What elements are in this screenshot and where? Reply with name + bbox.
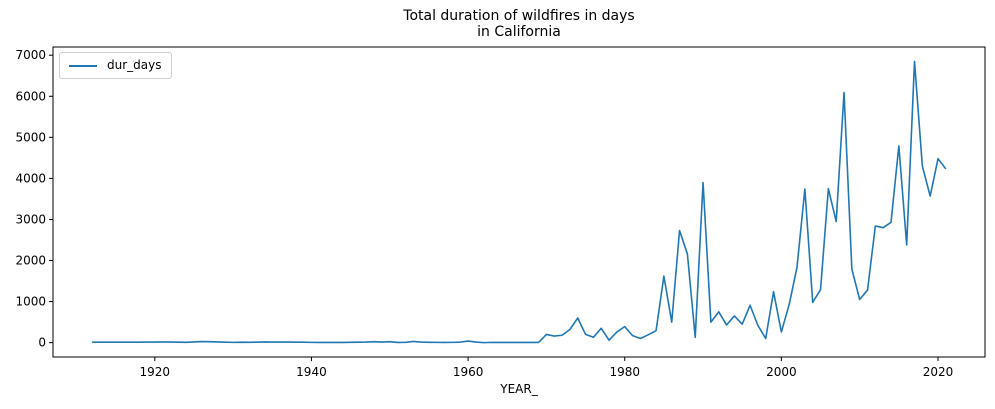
plot-area bbox=[92, 60, 947, 344]
legend-line-swatch bbox=[69, 65, 97, 67]
y-tick-label: 7000 bbox=[15, 48, 46, 62]
y-tick-label: 6000 bbox=[15, 89, 46, 103]
y-tick-label: 1000 bbox=[15, 295, 46, 309]
y-tick-label: 5000 bbox=[15, 130, 46, 144]
y-tick-label: 2000 bbox=[15, 254, 46, 268]
x-tick-label: 1940 bbox=[296, 365, 327, 379]
x-tick-label: 2000 bbox=[766, 365, 797, 379]
x-tick-label: 1960 bbox=[453, 365, 484, 379]
legend: dur_days bbox=[59, 52, 172, 79]
x-tick-label: 2020 bbox=[923, 365, 954, 379]
chart-title-line-1: Total duration of wildfires in days bbox=[403, 8, 635, 24]
y-tick-label: 4000 bbox=[15, 171, 46, 185]
y-tick-label: 0 bbox=[38, 336, 46, 350]
x-tick-label: 1980 bbox=[609, 365, 640, 379]
series-line-dur_days bbox=[92, 60, 947, 344]
x-axis-label: YEAR_ bbox=[500, 382, 538, 396]
chart-title-line-2: in California bbox=[477, 24, 561, 40]
y-tick-label: 3000 bbox=[15, 212, 46, 226]
axes: 1920 1940 1960 1980 2000 2020 0 1000 2000 3000 400… bbox=[15, 46, 986, 379]
plot-frame bbox=[52, 46, 986, 358]
x-tick-label: 1920 bbox=[140, 365, 171, 379]
legend-label: dur_days bbox=[107, 58, 162, 72]
